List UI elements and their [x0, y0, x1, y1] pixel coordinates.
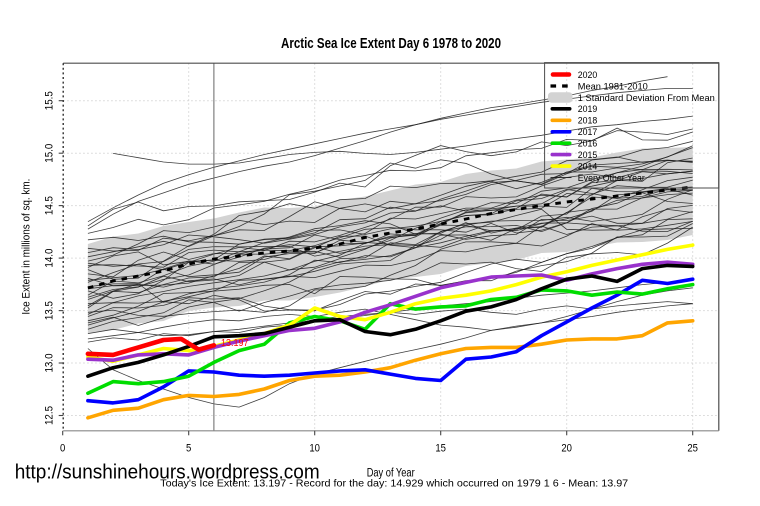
svg-text:25: 25: [687, 443, 698, 455]
svg-text:http://sunshinehours.wordpress: http://sunshinehours.wordpress.com: [15, 461, 320, 484]
svg-text:14.0: 14.0: [44, 249, 56, 268]
svg-text:Mean 1981-2010: Mean 1981-2010: [578, 81, 648, 92]
svg-text:5: 5: [186, 443, 191, 455]
svg-text:12.5: 12.5: [44, 406, 56, 425]
svg-text:2017: 2017: [578, 127, 598, 138]
svg-text:13.0: 13.0: [44, 354, 56, 373]
svg-text:Day of Year: Day of Year: [367, 467, 415, 479]
svg-text:Every Other Year: Every Other Year: [578, 173, 646, 184]
svg-text:Arctic Sea Ice Extent Day 6 19: Arctic Sea Ice Extent Day 6 1978 to 2020: [281, 36, 501, 52]
svg-text:14.5: 14.5: [44, 196, 56, 215]
svg-text:Today's Ice Extent: 13.197 -: Today's Ice Extent: 13.197 - Record for …: [160, 479, 628, 490]
svg-text:10: 10: [309, 443, 320, 455]
svg-text:1 Standard Deviation From Mean: 1 Standard Deviation From Mean: [578, 93, 715, 104]
svg-text:0: 0: [60, 443, 65, 455]
svg-text:2020: 2020: [578, 70, 598, 81]
svg-text:2019: 2019: [578, 104, 598, 115]
svg-text:15.0: 15.0: [44, 144, 56, 163]
svg-text:Ice Extent in millions of sq.: Ice Extent in millions of sq. km.: [21, 179, 33, 315]
svg-text:2015: 2015: [578, 150, 598, 161]
svg-text:2018: 2018: [578, 116, 598, 127]
svg-text:2016: 2016: [578, 139, 598, 150]
svg-text:15: 15: [435, 443, 446, 455]
svg-text:13.197: 13.197: [221, 338, 249, 349]
svg-text:13.5: 13.5: [44, 301, 56, 320]
svg-text:15.5: 15.5: [44, 91, 56, 110]
svg-text:2014: 2014: [578, 162, 598, 173]
svg-text:20: 20: [561, 443, 572, 455]
